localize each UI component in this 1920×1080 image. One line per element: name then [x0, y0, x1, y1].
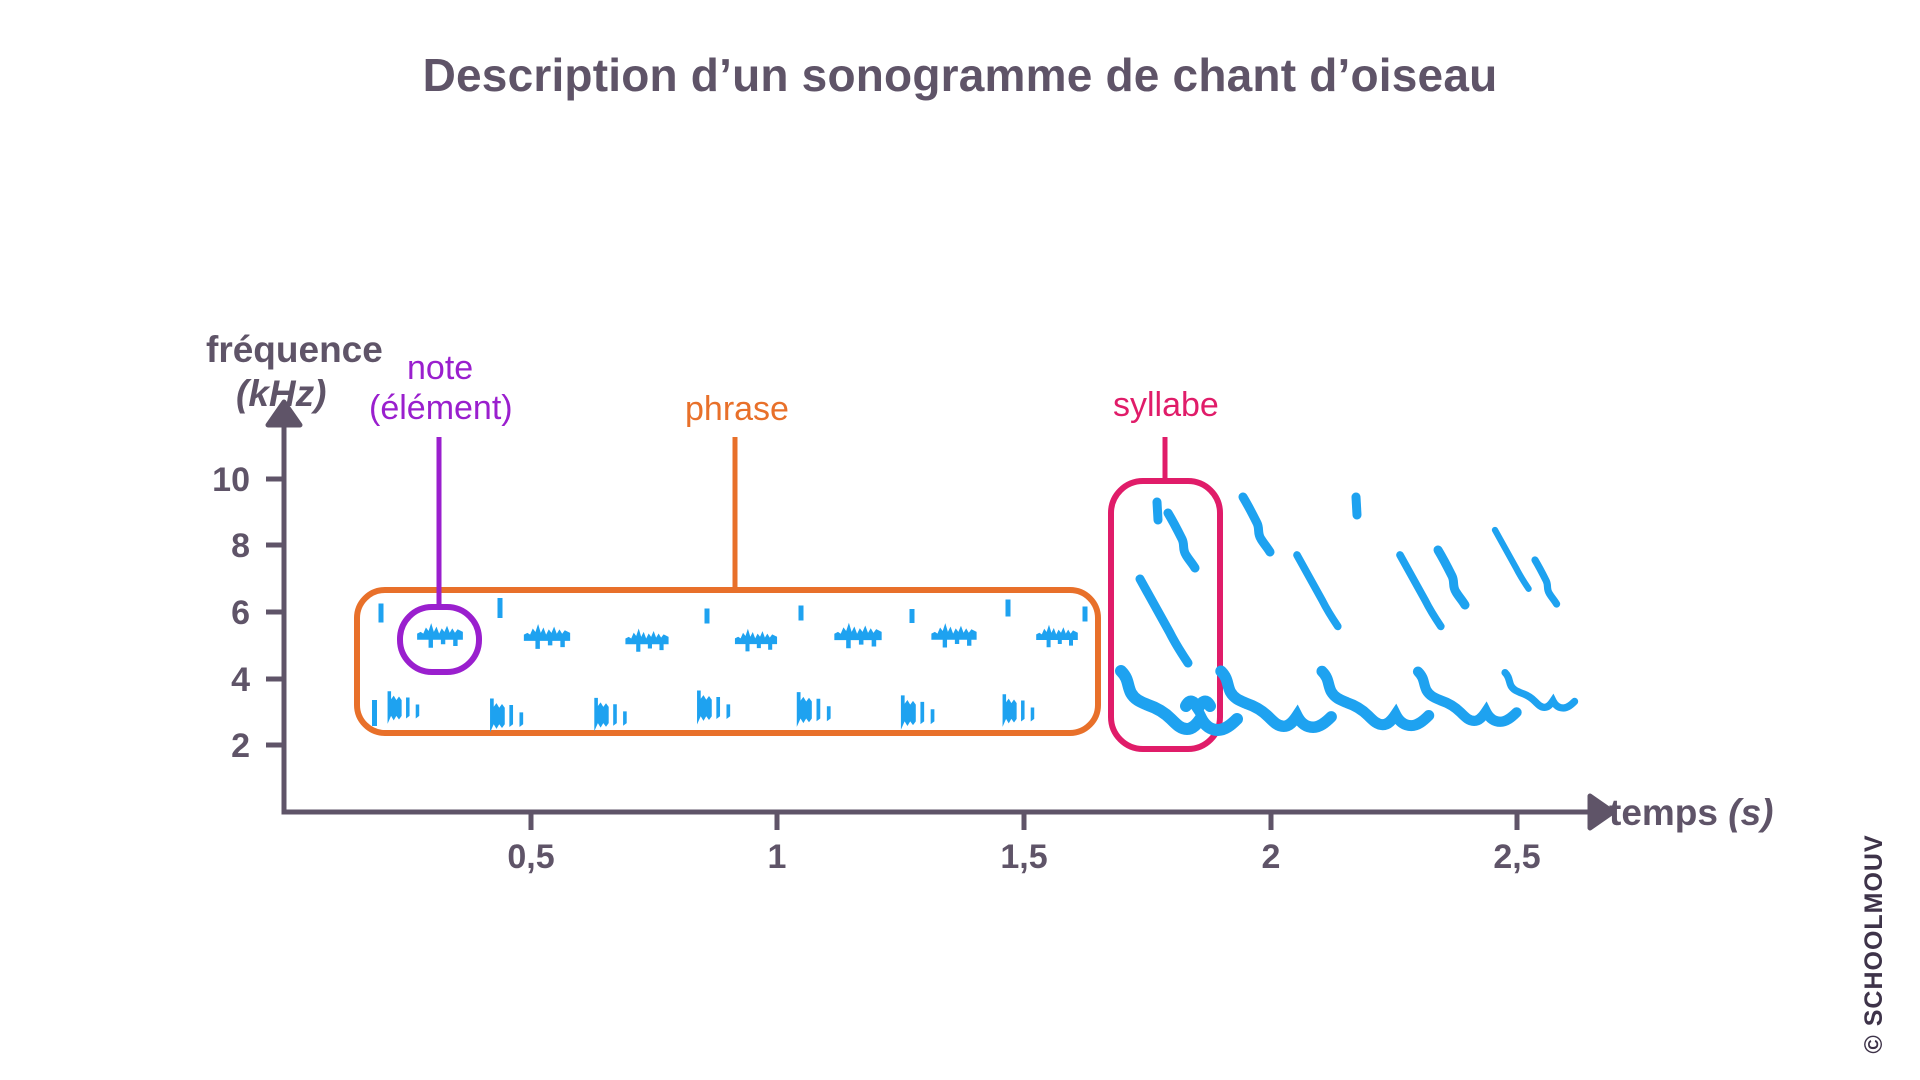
- svg-text:2,5: 2,5: [1493, 838, 1540, 876]
- svg-text:1,5: 1,5: [1000, 838, 1047, 876]
- svg-text:2: 2: [231, 727, 250, 765]
- svg-text:(kHz): (kHz): [236, 373, 326, 414]
- svg-text:syllabe: syllabe: [1113, 386, 1219, 424]
- svg-text:10: 10: [212, 461, 250, 499]
- svg-text:1: 1: [768, 838, 787, 876]
- svg-text:temps (s): temps (s): [1609, 792, 1774, 833]
- svg-text:2: 2: [1262, 838, 1281, 876]
- svg-text:8: 8: [231, 527, 250, 565]
- svg-text:6: 6: [231, 594, 250, 632]
- svg-text:4: 4: [231, 661, 250, 699]
- svg-text:0,5: 0,5: [507, 838, 554, 876]
- svg-text:note: note: [407, 349, 473, 387]
- svg-text:phrase: phrase: [685, 390, 789, 428]
- svg-text:fréquence: fréquence: [206, 329, 383, 370]
- svg-text:(élément): (élément): [369, 389, 513, 427]
